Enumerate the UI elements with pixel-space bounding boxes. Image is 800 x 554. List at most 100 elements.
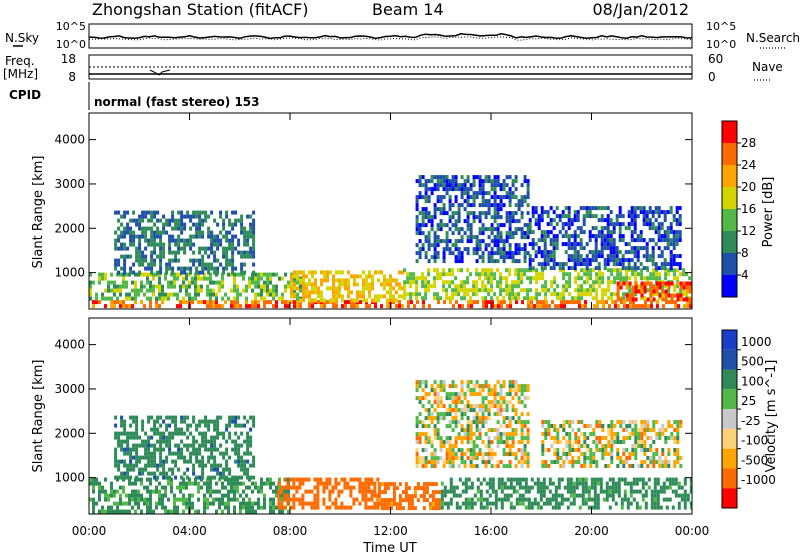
- power-cell: [517, 268, 521, 273]
- velocity-cell: [135, 447, 139, 452]
- power-cell: [666, 238, 670, 243]
- velocity-cell: [649, 436, 653, 440]
- power-cell: [209, 304, 212, 309]
- velocity-cell: [475, 420, 479, 425]
- power-cell: [204, 266, 208, 271]
- velocity-cell: [186, 459, 190, 464]
- velocity-cell: [457, 420, 461, 425]
- velocity-cell: [514, 388, 518, 393]
- velocity-cell: [469, 464, 473, 469]
- power-cell: [628, 297, 632, 302]
- velocity-cell: [658, 436, 662, 440]
- velocity-cell: [479, 489, 483, 494]
- velocity-cell: [590, 477, 594, 482]
- velocity-cell: [551, 505, 555, 510]
- power-cell: [451, 203, 455, 208]
- power-cell: [231, 266, 235, 271]
- velocity-cell: [616, 456, 620, 460]
- power-cell: [607, 276, 611, 281]
- velocity-cell: [427, 440, 431, 445]
- velocity-cell: [248, 501, 251, 506]
- velocity-cell: [520, 392, 524, 397]
- power-cell: [674, 304, 677, 309]
- power-cell: [685, 297, 689, 302]
- power-cell: [430, 243, 434, 248]
- power-cell: [418, 223, 422, 228]
- power-cell: [600, 226, 604, 231]
- velocity-cell: [171, 459, 175, 464]
- power-cell: [549, 230, 553, 235]
- velocity-cell: [231, 419, 235, 424]
- velocity-cell: [243, 415, 247, 420]
- power-cell: [451, 292, 455, 297]
- velocity-cell: [449, 497, 453, 502]
- power-cell: [457, 268, 461, 273]
- power-cell: [457, 219, 461, 224]
- power-cell: [222, 270, 226, 275]
- velocity-cell: [186, 475, 190, 480]
- power-cell: [505, 175, 509, 180]
- power-cell: [433, 231, 437, 236]
- velocity-cell: [448, 412, 452, 417]
- power-cell: [219, 230, 223, 235]
- velocity-cell: [361, 481, 365, 486]
- velocity-cell: [551, 497, 555, 502]
- velocity-cell: [424, 456, 428, 461]
- power-cell: [171, 234, 175, 239]
- power-cell: [191, 296, 194, 301]
- velocity-cell: [92, 489, 95, 494]
- velocity-cell: [192, 463, 196, 468]
- power-cell: [210, 234, 214, 239]
- velocity-cell: [129, 447, 133, 452]
- velocity-cell: [176, 505, 179, 510]
- power-cell: [159, 230, 163, 235]
- power-cell: [287, 300, 290, 305]
- power-cell: [266, 288, 269, 293]
- power-cell: [553, 280, 557, 285]
- power-cell: [580, 284, 584, 289]
- velocity-cell: [120, 447, 124, 452]
- power-cell: [469, 223, 473, 228]
- power-cell: [544, 296, 548, 301]
- velocity-cell: [395, 506, 399, 511]
- velocity-cell: [662, 481, 666, 486]
- velocity-cell: [389, 482, 393, 487]
- velocity-cell: [210, 419, 214, 424]
- velocity-cell: [289, 477, 293, 482]
- power-cell: [141, 250, 145, 255]
- velocity-cell: [431, 490, 435, 495]
- velocity-cell: [422, 490, 426, 495]
- velocity-cell: [469, 408, 473, 413]
- velocity-cell: [604, 448, 608, 452]
- power-cell: [634, 276, 638, 281]
- velocity-cell: [584, 489, 588, 494]
- power-cell: [418, 255, 422, 260]
- power-cell: [567, 258, 571, 263]
- power-cell: [210, 238, 214, 243]
- power-cell: [222, 266, 226, 271]
- velocity-cell: [240, 455, 244, 460]
- velocity-cell: [195, 423, 199, 428]
- velocity-ytick-label: 3000: [54, 382, 85, 396]
- velocity-cell: [349, 485, 353, 490]
- power-cell: [603, 206, 607, 211]
- velocity-cell: [527, 489, 531, 494]
- velocity-cell: [490, 440, 494, 445]
- power-cell: [523, 247, 527, 252]
- velocity-cell: [530, 505, 534, 510]
- power-cell: [496, 235, 500, 240]
- velocity-cell: [461, 489, 465, 494]
- power-cell: [415, 207, 419, 212]
- power-cell: [523, 235, 527, 240]
- power-cell: [243, 242, 247, 247]
- velocity-cell: [398, 506, 402, 511]
- velocity-cell: [568, 440, 572, 444]
- velocity-cell: [168, 439, 172, 444]
- velocity-cell: [475, 412, 479, 417]
- power-cell: [134, 292, 137, 297]
- velocity-cell: [213, 435, 217, 440]
- power-cell: [517, 272, 521, 277]
- velocity-cell: [203, 493, 206, 498]
- power-cell: [540, 214, 544, 219]
- velocity-cell: [488, 501, 492, 506]
